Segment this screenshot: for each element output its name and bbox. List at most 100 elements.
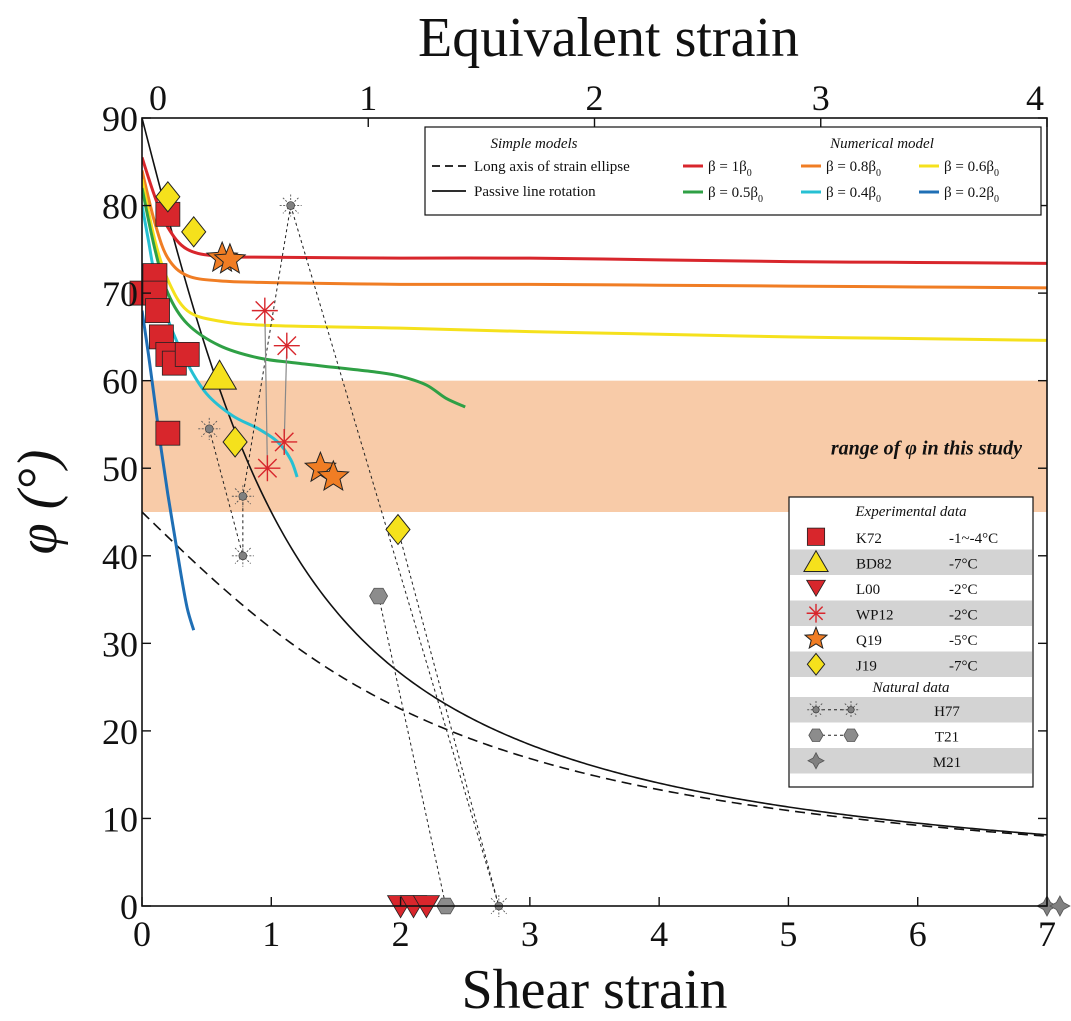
legend-exp-name: J19 — [856, 658, 877, 674]
numerical-curve-1 — [142, 170, 1047, 290]
top-tick-label: 4 — [1026, 78, 1044, 118]
connector-8 — [283, 345, 288, 442]
natural-T21-point-0 — [369, 587, 389, 605]
band-label: range of φ in this study — [831, 438, 1022, 460]
triangle-up-marker — [803, 549, 829, 572]
top-tick-label: 1 — [359, 78, 377, 118]
y-axis-title: φ (°) — [7, 450, 69, 555]
legend-exp-name: K72 — [856, 531, 882, 547]
legend-natural-name: M21 — [933, 755, 961, 771]
y-tick-label: 20 — [102, 712, 138, 752]
top-tick-label: 3 — [812, 78, 830, 118]
asterisk-stroke — [255, 300, 275, 321]
x-tick-label: 7 — [1038, 914, 1056, 954]
spike-dot — [812, 706, 820, 714]
legend-exp-temp: -7°C — [949, 556, 978, 572]
natural-H77-point-1 — [198, 417, 221, 440]
connector-1 — [242, 205, 292, 497]
legend-natural-title: Natural data — [871, 680, 949, 696]
asterisk-stroke — [808, 606, 824, 621]
legend-exp-temp: -7°C — [949, 658, 978, 674]
y-tick-label: 30 — [102, 624, 138, 664]
legend-exp-name: Q19 — [856, 633, 882, 649]
legend-numerical-label: β = 0.2β0 — [944, 185, 999, 205]
legend-natural-name: H77 — [934, 704, 960, 720]
y-tick-label: 50 — [102, 449, 138, 489]
legend-data: Experimental data K72 -1~-4°C BD82 -7°C L00 -2… — [788, 496, 1034, 788]
top-axis-title: Equivalent strain — [418, 7, 799, 69]
star-marker — [303, 450, 337, 483]
legend-row-shade — [790, 651, 1032, 677]
square-marker — [155, 420, 181, 446]
curve-long-axis-strain-ellipse — [142, 511, 1047, 837]
legend-exp-name: WP12 — [856, 607, 894, 623]
legend-row-shade — [790, 549, 1032, 575]
connector-0 — [290, 205, 500, 907]
legend-exp-name: L00 — [856, 582, 880, 598]
exp-J19-point-3 — [385, 513, 411, 546]
exp-Q19-point-2 — [303, 450, 337, 483]
y-tick-label: 70 — [102, 274, 138, 314]
legend-marker-M21 — [807, 751, 825, 770]
diamond-marker — [222, 426, 248, 458]
legend-marker-WP12 — [806, 603, 826, 623]
legend-exp-name: BD82 — [856, 556, 892, 572]
x-tick-label: 2 — [392, 914, 410, 954]
numerical-curve-2 — [142, 178, 1047, 342]
exp-WP12-point-1 — [273, 332, 300, 359]
y-tick-label: 90 — [102, 99, 138, 139]
x-tick-label: 4 — [650, 914, 668, 954]
legend-row-shade — [790, 748, 1032, 774]
x-tick-label: 0 — [133, 914, 151, 954]
connector-7 — [264, 310, 269, 469]
legend-marker-T21-a — [808, 728, 824, 742]
numerical-curve-5 — [142, 310, 196, 631]
numerical-curve-0 — [142, 156, 1047, 265]
curves — [142, 118, 1047, 837]
legend-models: Simple models Numerical model Long axis of… — [424, 126, 1042, 216]
star-marker — [213, 242, 247, 274]
spike-dot — [286, 201, 295, 210]
legend-simple-title: Simple models — [490, 136, 577, 152]
x-tick-label: 5 — [779, 914, 797, 954]
y-tick-label: 80 — [102, 187, 138, 227]
x-tick-label: 3 — [521, 914, 539, 954]
legend-simple-label: Passive line rotation — [474, 184, 596, 200]
square-marker — [174, 341, 200, 367]
legend-numerical-label: β = 0.4β0 — [826, 185, 881, 205]
exp-Q19-point-1 — [213, 242, 247, 274]
natural-H77-point-3 — [231, 544, 254, 567]
legend-exp-temp: -5°C — [949, 633, 978, 649]
natural-H77-point-0 — [279, 194, 302, 217]
legend-marker-J19 — [806, 652, 826, 676]
x-axis-title: Shear strain — [462, 959, 728, 1021]
spike-dot — [238, 491, 248, 501]
top-tick-label: 0 — [149, 78, 167, 118]
legend-numerical-label: β = 0.8β0 — [826, 159, 881, 179]
square-marker — [806, 527, 826, 546]
legend-numerical-label: β = 1β0 — [708, 159, 752, 179]
exp-J19-point-1 — [181, 216, 207, 248]
legend-marker-K72 — [806, 527, 826, 546]
legend-natural-name: T21 — [935, 729, 959, 745]
asterisk-stroke — [274, 432, 294, 452]
legend-numerical-title: Numerical model — [829, 136, 934, 152]
hexagon-marker — [808, 728, 824, 742]
curve-passive-line-rotation — [142, 118, 1047, 836]
y-tick-label: 10 — [102, 799, 138, 839]
exp-WP12-point-3 — [271, 428, 298, 455]
y-tick-label: 60 — [102, 362, 138, 402]
diamond-marker — [806, 652, 826, 676]
connector-4 — [378, 595, 447, 907]
legend-marker-H77-b — [842, 700, 860, 719]
triangle-up-marker — [201, 359, 238, 390]
legend-marker-L00 — [805, 579, 827, 597]
exp-Q19-point-3 — [316, 459, 350, 492]
y-tick-label: 40 — [102, 537, 138, 577]
spike-dot — [238, 551, 248, 561]
legend-models-box — [424, 126, 1042, 216]
legend-marker-T21-b — [843, 728, 859, 742]
exp-WP12-point-2 — [254, 455, 281, 482]
